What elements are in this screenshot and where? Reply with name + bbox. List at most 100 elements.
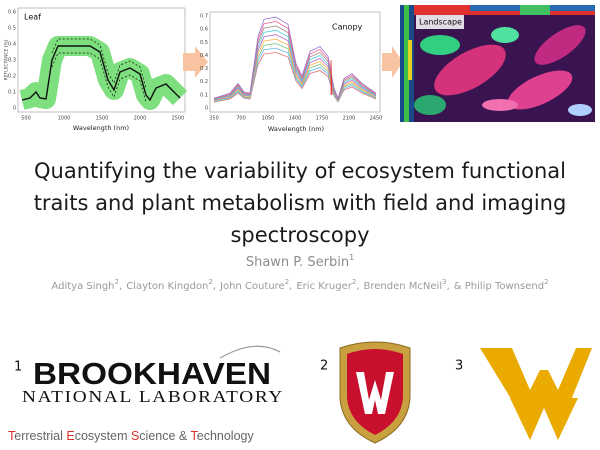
canopy-spectrum xyxy=(213,52,377,103)
coauthor-sup: 3 xyxy=(442,278,446,286)
y-tick-label: 0.2 xyxy=(200,79,208,85)
x-tick-label: 2000 xyxy=(134,116,147,122)
wv-logo xyxy=(480,348,592,420)
label-box xyxy=(416,15,464,29)
y-tick-label: 0.6 xyxy=(200,27,208,33)
x-tick-label: 1500 xyxy=(96,116,109,122)
tagline: Terrestrial Ecosystem Science & Technolo… xyxy=(8,429,254,443)
tagline-part: cience & xyxy=(139,429,190,443)
canopy-spectrum xyxy=(213,29,377,101)
panel-label: Landscape xyxy=(419,18,462,27)
coauthor-sup: 2 xyxy=(285,278,289,286)
arrow xyxy=(183,46,208,78)
author-name: Shawn P. Serbin xyxy=(246,255,349,270)
panel-label: Leaf xyxy=(24,13,41,22)
patch xyxy=(507,70,573,110)
canopy-panel: Canopy Wavelength (nm) xyxy=(209,11,381,133)
y-tick-label: 0.4 xyxy=(200,53,208,59)
y-axis-label: REFLECTANCE (%) xyxy=(4,39,10,80)
coauthor-name: Eric Kruger xyxy=(296,281,352,292)
brookhaven-subname: NATIONAL LABORATORY xyxy=(22,387,284,406)
separator: , xyxy=(289,281,292,292)
affiliation-number: 1 xyxy=(14,360,22,375)
canopy-spectrum xyxy=(213,47,377,103)
x-tick-label: 1050 xyxy=(262,116,275,122)
x-tick-label: 2450 xyxy=(370,116,383,122)
x-axis-label: Wavelength (nm) xyxy=(73,124,129,132)
coauthor-name: Aditya Singh xyxy=(51,281,114,292)
landscape-panel: Landscape xyxy=(400,5,595,122)
y-tick-label: 0.6 xyxy=(8,10,16,16)
coauthor-name: & Philip Townsend xyxy=(454,281,544,292)
tagline-part: cosystem xyxy=(75,429,131,443)
patch xyxy=(414,95,446,115)
canopy-spectrum xyxy=(213,43,377,102)
y-tick-label: 0.5 xyxy=(200,40,208,46)
tagline-part: errestrial xyxy=(14,429,66,443)
patch xyxy=(482,99,518,111)
title-line: Quantifying the variability of ecosystem… xyxy=(34,159,566,183)
y-tick-label: 0.1 xyxy=(200,92,208,98)
y-tick-label: 0.7 xyxy=(200,14,208,20)
crest-w xyxy=(356,372,394,414)
canopy-spectrum xyxy=(213,38,377,102)
coauthor-name: Clayton Kingdon xyxy=(126,281,208,292)
coauthor-name: Brenden McNeil xyxy=(364,281,443,292)
patch xyxy=(534,25,586,65)
canopy-spectrum xyxy=(213,34,377,102)
title-line: spectroscopy xyxy=(230,223,369,247)
y-tick-label: 0.4 xyxy=(8,42,16,48)
y-tick-label: 0.5 xyxy=(8,26,16,32)
separator: , xyxy=(119,281,122,292)
canopy-spike xyxy=(330,59,333,96)
x-tick-label: 2500 xyxy=(172,116,185,122)
author-sup: 1 xyxy=(349,253,354,262)
separator: , xyxy=(356,281,359,292)
leaf-lower xyxy=(51,52,147,103)
leaf-mean xyxy=(21,45,181,102)
tagline-part: echnology xyxy=(197,429,255,443)
x-tick-label: 1750 xyxy=(316,116,329,122)
swoosh xyxy=(219,345,281,359)
brookhaven-name: BROOKHAVEN xyxy=(33,356,271,391)
separator: , xyxy=(213,281,216,292)
uw-crest xyxy=(339,341,411,444)
y-tick-label: 0.1 xyxy=(8,90,16,96)
leaf-panel: Leaf Wavelength (nm) REFLECTANCE (%) xyxy=(4,7,188,132)
cube-side xyxy=(404,5,409,122)
patch xyxy=(420,35,460,55)
patch xyxy=(568,104,592,116)
x-axis-label: Wavelength (nm) xyxy=(268,125,324,133)
coauthor-sup: 2 xyxy=(352,278,356,286)
x-tick-label: 1400 xyxy=(289,116,302,122)
y-tick-label: 0 xyxy=(205,106,208,112)
tagline-part: S xyxy=(131,429,139,443)
y-tick-label: 0.3 xyxy=(8,58,16,64)
cube-top xyxy=(520,5,550,15)
affiliation-number: 2 xyxy=(320,359,328,374)
y-tick-label: 0 xyxy=(13,106,16,112)
y-tick-label: 0.2 xyxy=(8,74,16,80)
leaf-upper xyxy=(51,38,147,89)
arrow xyxy=(382,46,403,78)
coauthor-sup: 2 xyxy=(544,278,548,286)
coauthor-name: John Couture xyxy=(219,281,285,292)
tagline-part: E xyxy=(66,429,74,443)
x-tick-label: 2100 xyxy=(343,116,356,122)
wv-logo xyxy=(510,390,578,440)
coauthor-sup: 2 xyxy=(115,278,119,286)
affiliation-number: 3 xyxy=(455,359,463,374)
coauthors: Aditya Singh2, Clayton Kingdon2, John Cout… xyxy=(51,278,548,292)
canopy-spectrum xyxy=(213,16,377,100)
cube-side xyxy=(408,40,412,80)
title-line: traits and plant metabolism with field a… xyxy=(34,191,567,215)
tagline-part: T xyxy=(8,429,16,443)
x-tick-label: 350 xyxy=(209,116,219,122)
separator: , xyxy=(447,281,450,292)
y-tick-label: 0.3 xyxy=(200,66,208,72)
panel-label: Canopy xyxy=(332,23,363,32)
author: Shawn P. Serbin1 xyxy=(246,253,354,270)
x-tick-label: 700 xyxy=(236,116,246,122)
patch xyxy=(434,44,506,96)
